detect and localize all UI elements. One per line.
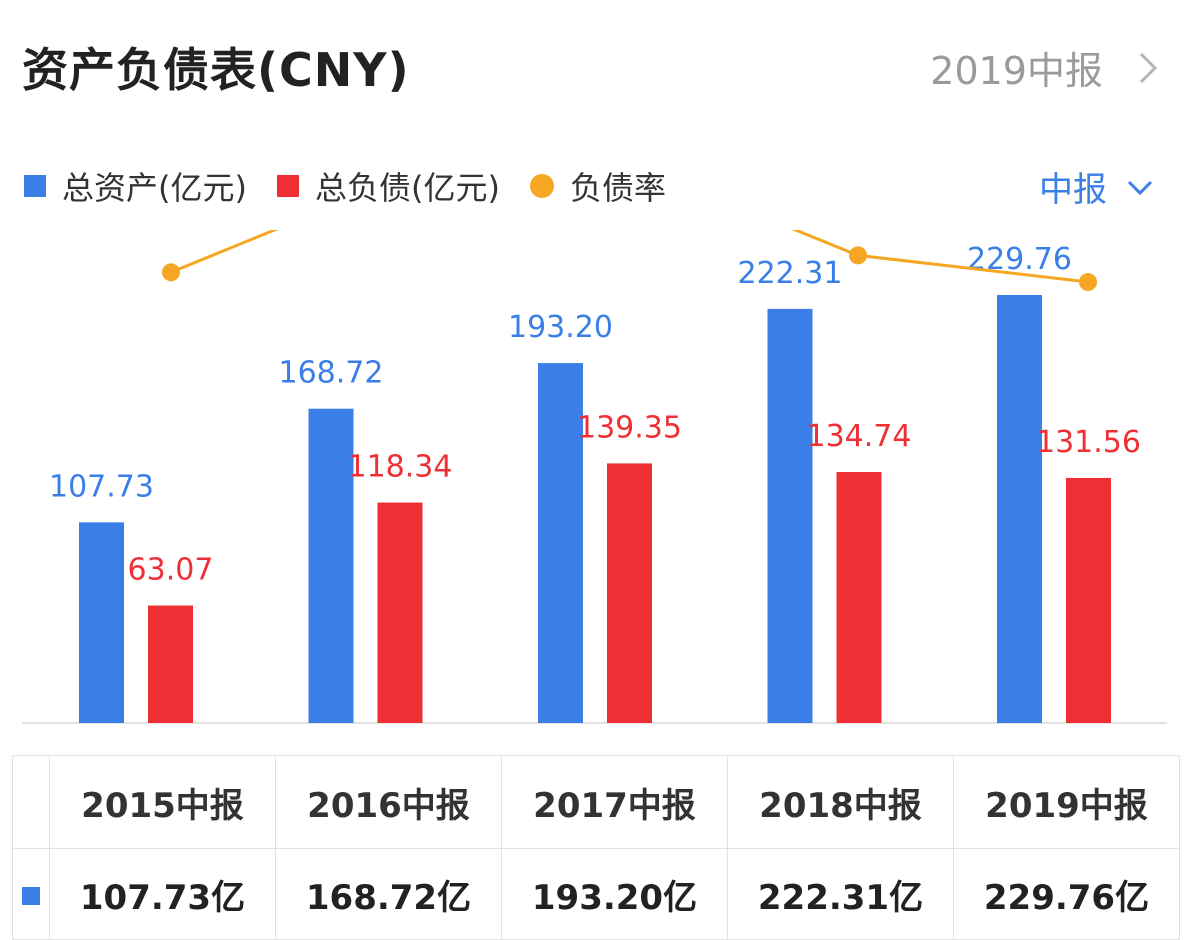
data-label-liabilities: 118.34 <box>348 450 453 485</box>
legend-swatch-ratio <box>529 174 554 198</box>
bar-total-assets <box>308 408 354 723</box>
table-corner-cell <box>12 755 50 849</box>
chevron-right-icon <box>1139 52 1158 83</box>
table-header-row: 2015中报 2016中报 2017中报 2018中报 2019中报 <box>12 755 1180 849</box>
legend-label-ratio: 负债率 <box>569 169 666 207</box>
table-header-cell: 2018中报 <box>727 755 954 849</box>
bar-total-assets <box>79 522 124 723</box>
chevron-down-icon <box>1127 180 1153 195</box>
legend-item-assets[interactable]: 总资产(亿元) <box>24 163 247 209</box>
data-table: 2015中报 2016中报 2017中报 2018中报 2019中报 107.7… <box>12 755 1180 940</box>
data-label-liabilities: 63.07 <box>128 553 214 588</box>
data-label-assets: 222.31 <box>738 256 843 291</box>
period-selector[interactable]: 2019中报 <box>930 40 1165 95</box>
bar-total-assets <box>767 308 813 723</box>
table-cell: 229.76亿 <box>953 848 1180 940</box>
data-label-assets: 193.20 <box>508 310 613 345</box>
data-label-liabilities: 134.74 <box>807 419 912 454</box>
point-debt-ratio <box>849 246 867 265</box>
table-cell: 193.20亿 <box>501 848 728 940</box>
report-type-label: 中报 <box>1039 170 1107 210</box>
table-row-marker-cell <box>12 848 50 940</box>
table-header-cell: 2015中报 <box>49 755 276 849</box>
bar-total-liabilities <box>1066 477 1111 723</box>
table-cell: 107.73亿 <box>49 848 276 940</box>
legend-item-ratio[interactable]: 负债率 <box>529 163 666 209</box>
legend-swatch-assets <box>24 175 46 197</box>
point-debt-ratio <box>162 263 180 282</box>
period-label: 2019中报 <box>930 49 1103 93</box>
data-label-liabilities: 139.35 <box>577 410 682 445</box>
legend-label-liabilities: 总负债(亿元) <box>314 169 500 207</box>
bar-total-liabilities <box>148 605 193 723</box>
bar-total-liabilities <box>836 472 882 723</box>
point-debt-ratio <box>1079 273 1097 292</box>
bar-total-liabilities <box>607 463 652 723</box>
legend-item-liabilities[interactable]: 总负债(亿元) <box>276 163 500 209</box>
data-label-liabilities: 131.56 <box>1036 425 1141 460</box>
table-header-cell: 2019中报 <box>953 755 1180 849</box>
data-label-assets: 229.76 <box>967 242 1072 277</box>
legend-swatch-liabilities <box>276 175 299 197</box>
table-header-cell: 2017中报 <box>501 755 728 849</box>
table-header-cell: 2016中报 <box>275 755 502 849</box>
table-cell: 222.31亿 <box>727 848 954 940</box>
header: 资产负债表(CNY) 2019中报 <box>0 0 1189 130</box>
bar-total-assets <box>538 363 583 723</box>
assets-marker-icon <box>22 887 40 905</box>
legend-label-assets: 总资产(亿元) <box>62 169 247 207</box>
data-label-assets: 107.73 <box>49 469 154 504</box>
table-row: 107.73亿 168.72亿 193.20亿 222.31亿 229.76亿 <box>12 848 1180 940</box>
page-title: 资产负债表(CNY) <box>22 43 410 97</box>
table-cell: 168.72亿 <box>275 848 502 940</box>
bar-total-liabilities <box>377 502 423 723</box>
bar-total-assets <box>997 295 1042 723</box>
series-line-debt-ratio <box>170 230 1089 284</box>
balance-sheet-chart: 107.73 63.07 168.72 118.34 193.20 139.35 222.3… <box>22 230 1167 724</box>
data-label-assets: 168.72 <box>279 356 384 391</box>
report-type-dropdown[interactable]: 中报 <box>1039 162 1155 211</box>
chart-legend: 总资产(亿元) 总负债(亿元) 负债率 <box>24 164 696 208</box>
